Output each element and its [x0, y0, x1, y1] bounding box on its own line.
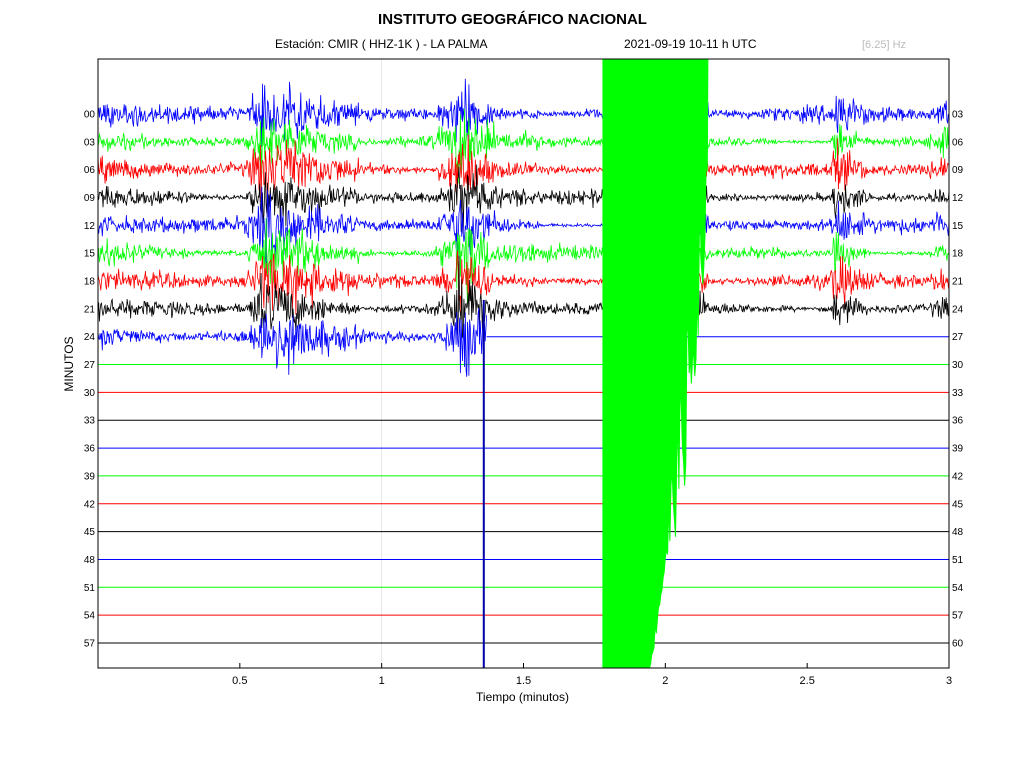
right-tick-label: 12: [952, 193, 964, 204]
left-tick-label: 45: [84, 527, 96, 538]
x-tick-label: 2.5: [800, 675, 815, 687]
left-tick-label: 15: [84, 249, 96, 260]
right-tick-label: 51: [952, 555, 964, 566]
seismic-trace: [98, 97, 949, 233]
right-tick-label: 42: [952, 471, 964, 482]
seismic-trace: [98, 308, 487, 377]
x-tick-label: 3: [946, 675, 952, 687]
x-tick-label: 1.5: [516, 675, 531, 687]
right-tick-label: 21: [952, 277, 964, 288]
left-tick-label: 12: [84, 221, 96, 232]
seismic-trace: [98, 143, 949, 242]
left-tick-label: 42: [84, 499, 96, 510]
left-tick-label: 39: [84, 471, 96, 482]
left-tick-label: 54: [84, 611, 96, 622]
left-tick-label: 36: [84, 444, 96, 455]
left-tick-label: 57: [84, 638, 96, 649]
x-axis-label: Tiempo (minutos): [476, 690, 569, 704]
frequency-label: [6.25] Hz: [862, 39, 907, 51]
right-tick-label: 33: [952, 388, 964, 399]
datetime-label: 2021-09-19 10-11 h UTC: [624, 37, 757, 51]
seismic-trace: [98, 249, 949, 364]
right-tick-label: 54: [952, 583, 964, 594]
left-tick-label: 09: [84, 193, 96, 204]
right-tick-label: 15: [952, 221, 964, 232]
right-tick-label: 48: [952, 527, 964, 538]
right-tick-label: 60: [952, 638, 964, 649]
x-tick-label: 0.5: [232, 675, 247, 687]
x-tick-label: 1: [379, 675, 385, 687]
station-label: Estación: CMIR ( HHZ-1K ) - LA PALMA: [275, 37, 488, 51]
chart-title: INSTITUTO GEOGRÁFICO NACIONAL: [378, 11, 647, 28]
right-tick-label: 36: [952, 416, 964, 427]
right-tick-label: 30: [952, 360, 964, 371]
right-tick-label: 45: [952, 499, 964, 510]
seismic-trace: [98, 182, 949, 298]
seismic-trace: [98, 190, 949, 306]
right-tick-label: 09: [952, 165, 964, 176]
left-tick-label: 51: [84, 583, 96, 594]
seismic-trace: [98, 59, 949, 182]
left-tick-label: 00: [84, 110, 96, 121]
right-tick-label: 24: [952, 304, 964, 315]
seismic-trace: [98, 224, 949, 340]
left-tick-label: 48: [84, 555, 96, 566]
right-tick-label: 57: [952, 611, 964, 622]
right-tick-label: 03: [952, 110, 964, 121]
right-tick-label: 06: [952, 137, 964, 148]
left-tick-label: 27: [84, 360, 96, 371]
left-tick-label: 33: [84, 416, 96, 427]
right-tick-label: 39: [952, 444, 964, 455]
right-tick-label: 27: [952, 332, 964, 343]
left-tick-label: 06: [84, 165, 96, 176]
saturated-signal: [602, 59, 709, 668]
seismic-trace: [98, 95, 949, 207]
left-tick-label: 30: [84, 388, 96, 399]
right-tick-label: 18: [952, 249, 964, 260]
left-tick-label: 18: [84, 277, 96, 288]
left-tick-label: 24: [84, 332, 96, 343]
plot-frame: [97, 58, 950, 669]
left-tick-label: 21: [84, 304, 96, 315]
x-tick-label: 2: [662, 675, 668, 687]
left-tick-label: 03: [84, 137, 96, 148]
